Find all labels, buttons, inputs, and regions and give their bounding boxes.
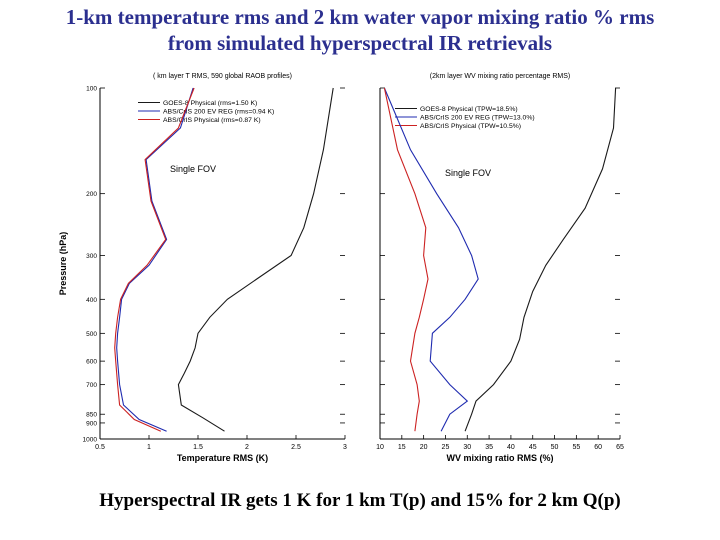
legend-entry: ABS/CrIS 200 EV REG (TPW=13.0%): [420, 115, 535, 122]
x-tick-label: 25: [442, 444, 450, 451]
legend-entry: GOES-8 Physical (TPW=18.5%): [420, 106, 518, 113]
y-axis-label: Pressure (hPa): [58, 232, 68, 296]
slide-title: 1-km temperature rms and 2 km water vapo…: [0, 4, 720, 56]
x-tick-label: 2.5: [291, 444, 301, 451]
x-tick-label: 20: [420, 444, 428, 451]
chart-panel-2: (2km layer WV mixing ratio percentage RM…: [376, 73, 624, 463]
series-line-3: [383, 87, 429, 432]
x-tick-label: 1: [147, 444, 151, 451]
x-tick-label: 60: [594, 444, 602, 451]
x-tick-label: 55: [572, 444, 580, 451]
x-tick-label: 65: [616, 444, 624, 451]
x-tick-label: 10: [376, 444, 384, 451]
chart-title: (2km layer WV mixing ratio percentage RM…: [430, 73, 570, 80]
single-fov-annotation: Single FOV: [170, 164, 216, 174]
x-tick-label: 2: [245, 444, 249, 451]
legend-entry: ABS/CrIS Physical (rms=0.87 K): [163, 117, 261, 124]
series-line-2: [116, 87, 194, 432]
y-tick-label: 850: [86, 412, 97, 419]
legend-entry: ABS/CrIS Physical (TPW=10.5%): [420, 123, 521, 130]
x-tick-label: 1.5: [193, 444, 203, 451]
y-tick-label: 1000: [83, 437, 98, 444]
x-tick-label: 40: [507, 444, 515, 451]
x-axis-label: WV mixing ratio RMS (%): [446, 453, 553, 463]
x-tick-label: 35: [485, 444, 493, 451]
x-tick-label: 15: [398, 444, 406, 451]
slide-footer: Hyperspectral IR gets 1 K for 1 km T(p) …: [99, 490, 621, 511]
single-fov-annotation: Single FOV: [445, 168, 491, 178]
series-line-1: [177, 87, 334, 432]
x-axis-label: Temperature RMS (K): [177, 453, 268, 463]
chart-title: ( km layer T RMS, 590 global RAOB profil…: [153, 73, 292, 80]
y-tick-label: 200: [86, 191, 97, 198]
x-tick-label: 3: [343, 444, 347, 451]
y-tick-label: 900: [86, 420, 97, 427]
x-tick-label: 45: [529, 444, 537, 451]
slide-title-line2: from simulated hyperspectral IR retrieva…: [167, 31, 553, 55]
y-tick-label: 600: [86, 359, 97, 366]
y-tick-label: 500: [86, 331, 97, 338]
y-tick-label: 300: [86, 253, 97, 260]
x-tick-label: 30: [463, 444, 471, 451]
y-tick-label: 100: [86, 86, 97, 93]
series-line-3: [114, 87, 195, 432]
retrieval-rms-figure: ( km layer T RMS, 590 global RAOB profil…: [58, 73, 624, 463]
x-tick-label: 0.5: [95, 444, 105, 451]
series-line-1: [464, 87, 617, 432]
legend-entry: GOES-8 Physical (rms=1.50 K): [163, 100, 257, 107]
x-tick-label: 50: [551, 444, 559, 451]
series-line-2: [383, 87, 479, 432]
y-tick-label: 700: [86, 382, 97, 389]
slide-title-line1: 1-km temperature rms and 2 km water vapo…: [65, 5, 655, 29]
chart-panel-1: ( km layer T RMS, 590 global RAOB profil…: [58, 73, 347, 463]
y-tick-label: 400: [86, 297, 97, 304]
legend-entry: ABS/CrIS 200 EV REG (rms=0.94 K): [163, 109, 274, 116]
